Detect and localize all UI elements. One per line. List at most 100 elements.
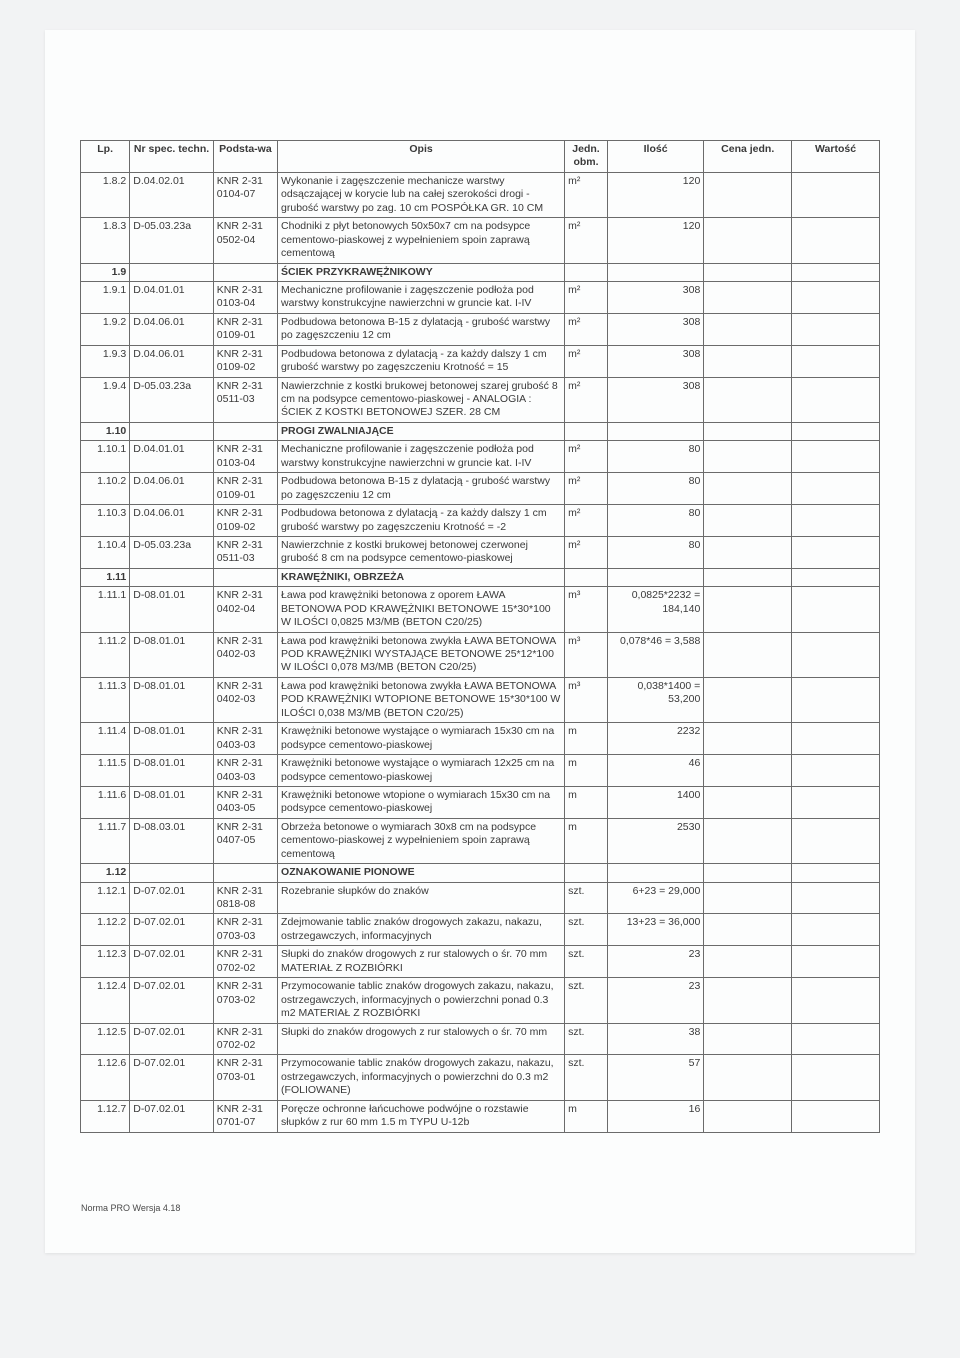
cell-ilosc: 0,0825*2232 = 184,140 [607,587,703,632]
cell-ilosc: 308 [607,345,703,377]
col-header-opis: Opis [278,141,565,173]
cell-jedn: m² [565,505,608,537]
cell-jedn: m³ [565,632,608,677]
cell-wart [792,818,880,863]
table-row: 1.12.3D-07.02.01KNR 2-31 0702-02Słupki d… [81,946,880,978]
cell-jedn [565,263,608,281]
cell-cena [704,568,792,586]
cell-cena [704,864,792,882]
cell-lp: 1.8.3 [81,218,130,263]
cell-pod: KNR 2-31 0701-07 [213,1100,277,1132]
table-row: 1.9.4D-05.03.23aKNR 2-31 0511-03Nawierzc… [81,377,880,422]
cell-spec: D.04.02.01 [130,172,214,217]
cell-ilosc: 57 [607,1055,703,1100]
cell-spec: D.04.01.01 [130,281,214,313]
cell-ilosc: 23 [607,978,703,1023]
cell-wart [792,632,880,677]
cell-ilosc: 308 [607,377,703,422]
col-header-ilosc: Ilość [607,141,703,173]
cell-cena [704,978,792,1023]
cell-lp: 1.9.3 [81,345,130,377]
cell-lp: 1.10 [81,422,130,440]
cell-cena [704,345,792,377]
cell-pod: KNR 2-31 0109-02 [213,345,277,377]
cell-jedn: szt. [565,1023,608,1055]
cell-pod [213,263,277,281]
cell-spec: D.04.06.01 [130,345,214,377]
cell-wart [792,505,880,537]
table-row: 1.12.4D-07.02.01KNR 2-31 0703-02Przymoco… [81,978,880,1023]
cell-ilosc: 80 [607,473,703,505]
cell-opis: Mechaniczne profilowanie i zagęszczenie … [278,441,565,473]
cell-pod: KNR 2-31 0702-02 [213,946,277,978]
cell-lp: 1.11.5 [81,755,130,787]
cell-opis: Nawierzchnie z kostki brukowej betonowej… [278,536,565,568]
cell-cena [704,882,792,914]
table-row: 1.9.3D.04.06.01KNR 2-31 0109-02Podbudowa… [81,345,880,377]
cell-wart [792,281,880,313]
cell-pod: KNR 2-31 0109-01 [213,313,277,345]
cell-opis: Podbudowa betonowa z dylatacją - za każd… [278,505,565,537]
cell-ilosc: 120 [607,172,703,217]
table-row: 1.12OZNAKOWANIE PIONOWE [81,864,880,882]
cell-ilosc: 308 [607,313,703,345]
cell-cena [704,263,792,281]
col-header-wart: Wartość [792,141,880,173]
cell-ilosc: 2530 [607,818,703,863]
cell-wart [792,263,880,281]
cell-jedn: szt. [565,1055,608,1100]
cell-lp: 1.11.2 [81,632,130,677]
cell-wart [792,345,880,377]
cell-wart [792,441,880,473]
cell-wart [792,755,880,787]
cell-opis: KRAWĘŻNIKI, OBRZEŻA [278,568,565,586]
cell-spec: D.04.06.01 [130,473,214,505]
cell-pod: KNR 2-31 0511-03 [213,536,277,568]
cell-spec [130,263,214,281]
cell-pod: KNR 2-31 0407-05 [213,818,277,863]
cell-jedn: szt. [565,914,608,946]
cell-spec: D-08.01.01 [130,587,214,632]
cell-opis: Ława pod krawężniki betonowa zwykła ŁAWA… [278,632,565,677]
cell-opis: Słupki do znaków drogowych z rur stalowy… [278,946,565,978]
cell-opis: PROGI ZWALNIAJĄCE [278,422,565,440]
cell-ilosc [607,568,703,586]
cell-ilosc: 2232 [607,723,703,755]
cell-lp: 1.12.3 [81,946,130,978]
cell-ilosc: 120 [607,218,703,263]
cell-lp: 1.11.1 [81,587,130,632]
cost-estimate-table: Lp. Nr spec. techn. Podsta-wa Opis Jedn.… [80,140,880,1133]
cell-wart [792,172,880,217]
cell-ilosc [607,263,703,281]
cell-spec: D-07.02.01 [130,1023,214,1055]
cell-pod: KNR 2-31 0818-08 [213,882,277,914]
cell-ilosc: 38 [607,1023,703,1055]
cell-opis: Krawężniki betonowe wtopione o wymiarach… [278,786,565,818]
cell-jedn: m [565,723,608,755]
cell-lp: 1.9.2 [81,313,130,345]
footer-text: Norma PRO Wersja 4.18 [81,1203,915,1213]
cell-wart [792,587,880,632]
cell-cena [704,723,792,755]
cell-lp: 1.12.7 [81,1100,130,1132]
cell-spec: D-07.02.01 [130,882,214,914]
cell-opis: Rozebranie słupków do znaków [278,882,565,914]
cell-wart [792,568,880,586]
cell-opis: Obrzeża betonowe o wymiarach 30x8 cm na … [278,818,565,863]
cell-pod: KNR 2-31 0511-03 [213,377,277,422]
cell-opis: Nawierzchnie z kostki brukowej betonowej… [278,377,565,422]
page: Lp. Nr spec. techn. Podsta-wa Opis Jedn.… [45,30,915,1253]
cell-wart [792,536,880,568]
cell-wart [792,946,880,978]
cell-opis: Ława pod krawężniki betonowa z oporem ŁA… [278,587,565,632]
cell-spec: D-08.01.01 [130,755,214,787]
cell-spec: D.04.06.01 [130,505,214,537]
cell-spec: D-08.03.01 [130,818,214,863]
cell-spec: D-07.02.01 [130,946,214,978]
cell-lp: 1.12.1 [81,882,130,914]
cell-jedn: m [565,1100,608,1132]
cell-pod: KNR 2-31 0703-02 [213,978,277,1023]
col-header-pod: Podsta-wa [213,141,277,173]
cell-cena [704,818,792,863]
cell-pod: KNR 2-31 0103-04 [213,281,277,313]
